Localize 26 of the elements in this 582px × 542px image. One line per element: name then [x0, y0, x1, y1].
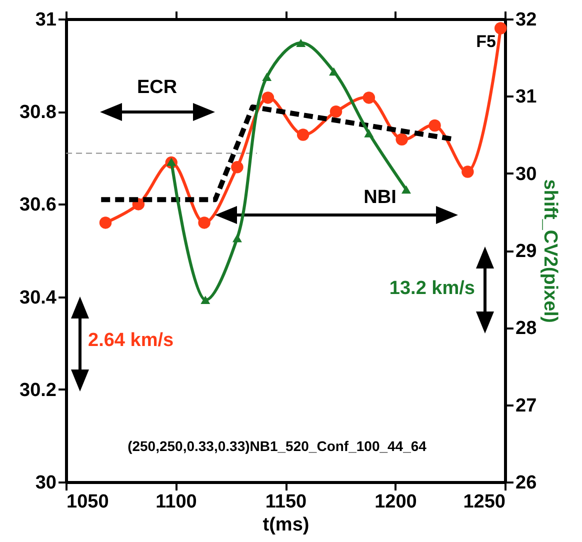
y2-tick-label: 26 [516, 472, 537, 494]
y2-tick-label: 28 [516, 318, 537, 340]
y-tick-label: 30.6 [20, 194, 56, 216]
y2-axis-title: shift_CV2(pixel) [540, 179, 561, 323]
x-tick-label: 1250 [463, 492, 506, 512]
annotation: 13.2 km/s [389, 278, 475, 299]
x-tick-label: 1100 [156, 492, 197, 512]
y-tick-label: 30.8 [20, 102, 56, 124]
x-axis-title: t(ms) [262, 514, 310, 536]
annotation: NBI [364, 187, 396, 208]
x-tick-label: 1050 [66, 492, 109, 512]
y2-tick-label: 27 [516, 395, 537, 416]
annotation: ECR [136, 77, 178, 98]
x-tick-label: 1150 [265, 492, 307, 512]
y-tick-label: 31 [35, 10, 57, 30]
y2-tick-label: 32 [516, 10, 537, 30]
annotation: (250,250,0.33,0.33)NB1_520_Conf_100_44_64 [128, 438, 427, 454]
y2-tick-label: 29 [516, 241, 537, 262]
annotation: F5 [476, 32, 496, 51]
y2-tick-label: 31 [516, 86, 538, 108]
y2-tick-label: 30 [516, 164, 537, 185]
annotation: 2.64 km/s [88, 330, 174, 351]
y-tick-label: 30 [35, 472, 56, 494]
y-tick-label: 30.4 [20, 287, 57, 308]
y-tick-label: 30.2 [20, 380, 56, 401]
x-tick-label: 1200 [374, 492, 417, 512]
